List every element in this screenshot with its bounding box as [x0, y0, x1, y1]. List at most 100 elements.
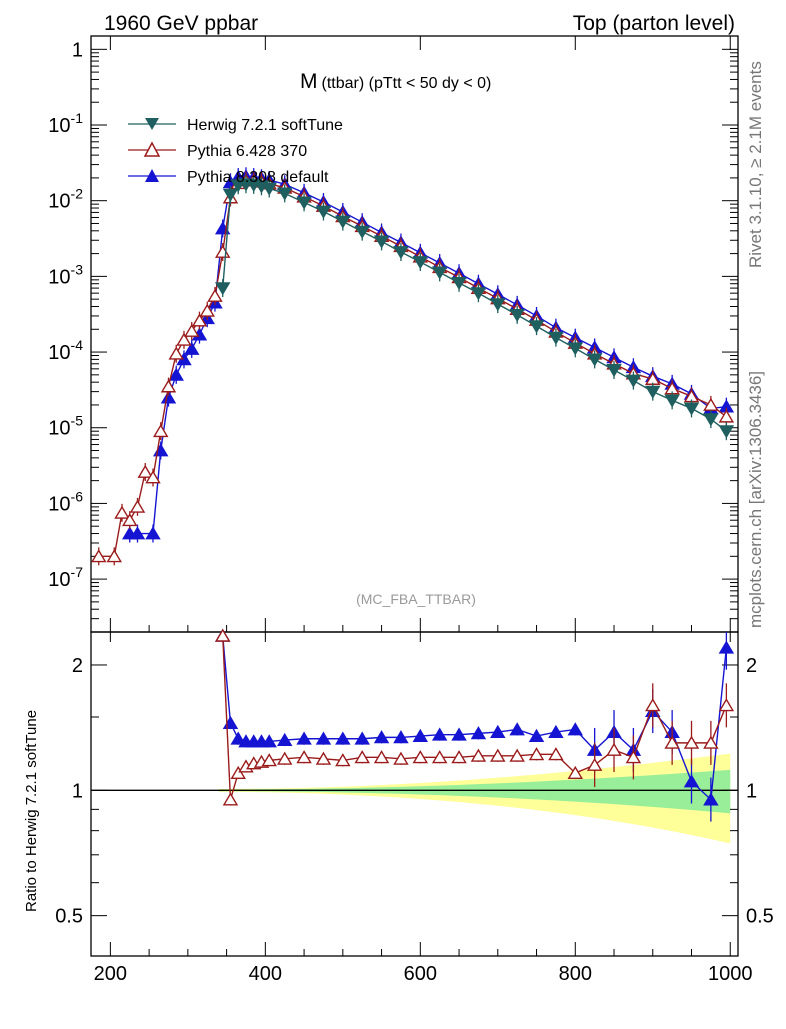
ratio-point — [315, 731, 332, 745]
ratio-point — [261, 753, 277, 767]
data-point — [145, 470, 161, 484]
ratio-tick-label: 1 — [72, 780, 83, 802]
legend-label-herwig: Herwig 7.2.1 softTune — [187, 117, 343, 134]
data-point — [145, 526, 161, 540]
y-tick-label: 10-2 — [48, 186, 83, 213]
ratio-point — [276, 732, 293, 747]
ratio-point — [431, 727, 448, 741]
y-tick-label: 10-4 — [48, 337, 83, 364]
axes: 200 400 600 800 1000 1 10-1 10-2 10-3 10-4 10-5 10-… — [48, 36, 774, 985]
ratio-point — [315, 751, 332, 765]
data-point — [153, 443, 169, 457]
series-layer — [91, 167, 735, 566]
legend-label-pythia6: Pythia 6.428 370 — [187, 143, 307, 160]
x-tick-label: 800 — [559, 963, 592, 985]
ratio-ylabel: Ratio to Herwig 7.2.1 softTune — [23, 710, 40, 912]
series-line-1 — [98, 179, 727, 558]
ratio-point — [373, 730, 390, 744]
data-point — [703, 413, 719, 427]
data-point — [91, 549, 107, 563]
y-tick-label: 10-3 — [48, 261, 83, 288]
ratio-point — [230, 731, 246, 745]
ratio-point — [431, 750, 448, 764]
ratio-point — [586, 757, 603, 771]
ratio-point — [222, 792, 239, 806]
data-point — [261, 182, 277, 196]
ratio-point — [261, 734, 277, 748]
data-point — [215, 282, 231, 296]
data-point — [184, 323, 200, 337]
data-point — [718, 425, 735, 439]
ratio-point — [718, 640, 735, 654]
data-point — [276, 187, 293, 201]
rivet-label: Rivet 3.1.10, ≥ 2.1M events — [746, 61, 765, 268]
y-tick-label: 1 — [72, 39, 83, 61]
data-point — [160, 379, 177, 393]
ratio-point — [606, 742, 622, 756]
data-point — [548, 331, 564, 345]
ratio-point — [703, 735, 719, 749]
data-point — [412, 256, 429, 270]
data-point — [160, 390, 177, 404]
ratio-point — [490, 724, 506, 738]
ratio-point — [509, 748, 525, 762]
ratio-point — [683, 735, 700, 749]
y-tick-label: 10-6 — [48, 488, 83, 515]
legend-marker-pythia6 — [143, 141, 161, 157]
data-point — [199, 303, 215, 317]
ratio-point — [335, 731, 351, 745]
data-point — [451, 276, 467, 291]
y-tick-label: 10-1 — [48, 110, 83, 137]
data-point — [207, 288, 223, 302]
ratio-point — [451, 750, 467, 764]
header-left: 1960 GeV ppbar — [104, 12, 258, 35]
ratio-tick-label: 2 — [72, 655, 83, 677]
data-point — [431, 266, 448, 280]
legend-marker-herwig — [145, 118, 159, 130]
x-tick-label: 1000 — [708, 963, 753, 985]
data-point — [222, 188, 239, 202]
data-point — [114, 505, 130, 519]
data-point — [470, 287, 487, 301]
ratio-point — [393, 730, 409, 744]
ratio-point — [528, 747, 545, 761]
ratio-point — [354, 750, 370, 764]
data-point — [586, 353, 603, 367]
chart-title: M (ttbar) (pTtt < 50 dy < 0) — [300, 70, 491, 93]
data-point — [122, 512, 138, 527]
ratio-point — [470, 726, 487, 740]
ratio-tick-label-right: 2 — [746, 655, 757, 677]
data-point — [606, 364, 622, 378]
ratio-point — [296, 731, 312, 745]
ratio-plot-frame — [90, 631, 739, 957]
ratio-point — [703, 792, 719, 806]
ratio-series-layer — [215, 628, 735, 822]
ratio-point — [490, 748, 506, 762]
chart-subtitle: (ttbar) (pTtt < 50 dy < 0) — [322, 75, 492, 92]
ratio-point — [276, 751, 293, 765]
ratio-point — [548, 747, 564, 761]
ratio-point — [215, 628, 231, 642]
ratio-point — [412, 728, 429, 742]
ratio-point — [625, 750, 642, 764]
ratio-point — [567, 765, 584, 779]
x-tick-label: 600 — [404, 963, 437, 985]
mcplots-label: mcplots.cern.ch [arXiv:1306.3436] — [746, 370, 765, 628]
data-point — [168, 346, 184, 360]
data-point — [490, 298, 506, 312]
ratio-point — [335, 753, 351, 767]
ratio-point — [683, 774, 700, 788]
data-point — [683, 402, 700, 416]
x-tick-label: 200 — [94, 963, 127, 985]
ratio-tick-label: 0.5 — [55, 906, 83, 928]
data-point — [184, 341, 200, 355]
ratio-point — [645, 698, 661, 712]
y-tick-label: 10-7 — [48, 564, 83, 591]
data-point — [106, 549, 122, 563]
data-point — [625, 374, 642, 388]
x-tick-label: 400 — [249, 963, 282, 985]
data-point — [129, 526, 146, 540]
ratio-tick-label-right: 1 — [746, 780, 757, 802]
watermark: (MC_FBA_TTBAR) — [356, 591, 476, 607]
ratio-point — [222, 715, 239, 730]
